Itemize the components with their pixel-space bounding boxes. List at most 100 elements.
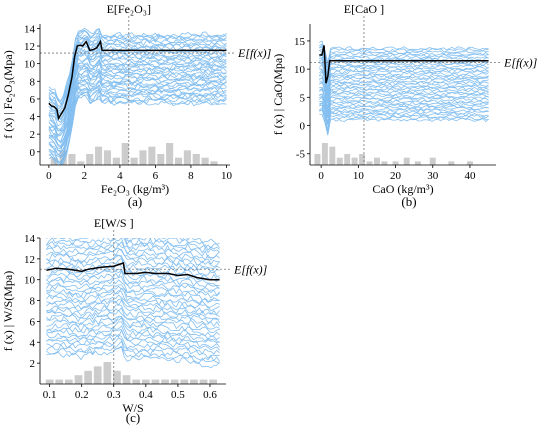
ice-line: [46, 287, 220, 309]
histogram-bar: [414, 161, 421, 165]
x-tick-label: 0.5: [171, 389, 185, 401]
ice-line: [46, 329, 220, 351]
x-tick-label: 4: [117, 170, 123, 182]
histogram-bar: [103, 150, 112, 165]
ice-line: [319, 49, 489, 75]
expected-feature-label: E[Fe₂O₃]: [107, 2, 151, 16]
ice-line: [46, 290, 220, 312]
ice-line: [46, 247, 220, 268]
histogram-bar: [190, 379, 198, 384]
ice-line: [46, 254, 220, 274]
y-axis-label: f (x) | Fe₂O₃(Mpa): [1, 50, 15, 138]
ice-line: [46, 337, 220, 359]
ice-line: [319, 107, 489, 131]
ice-line: [46, 238, 220, 251]
chart-panel-1: 0 2 4 6 8 10 0 2 4 6 8 10 12 14 E[Fe₂O₃] E[f(x)] Fe₂O₃ (…: [1, 2, 272, 209]
x-tick-label: 20: [390, 170, 402, 182]
ice-line: [318, 71, 489, 96]
y-tick-label: 2: [30, 358, 36, 370]
ice-line: [48, 78, 227, 153]
histogram-bar: [344, 154, 351, 165]
ice-line: [319, 62, 489, 88]
x-tick-label: 0.4: [139, 389, 153, 401]
histogram-bar: [381, 161, 388, 165]
histogram-bar: [373, 157, 380, 165]
y-tick-label: 4: [30, 112, 36, 124]
ice-line: [46, 269, 220, 289]
pdp-line: [48, 39, 227, 121]
ice-line: [48, 47, 227, 119]
x-tick-label: 0.2: [75, 389, 89, 401]
ice-line: [319, 87, 489, 110]
histogram-bar: [166, 143, 174, 165]
ice-line: [319, 44, 489, 70]
x-tick-label: 30: [427, 170, 439, 182]
histogram-bar: [321, 143, 328, 165]
y-tick-label: 2: [30, 129, 36, 141]
histogram-bar: [314, 154, 321, 165]
histogram: [45, 362, 218, 384]
ice-line: [46, 266, 220, 287]
histogram-bar: [210, 161, 218, 165]
ice-line: [46, 294, 220, 316]
ice-line: [319, 88, 489, 112]
histogram-bar: [74, 375, 83, 384]
y-tick-label: 12: [24, 254, 35, 266]
histogram-bar: [113, 370, 121, 384]
histogram-bar: [132, 379, 141, 384]
ice-line: [46, 238, 220, 249]
ice-line: [48, 89, 227, 165]
ice-line: [46, 317, 220, 341]
ice-line: [319, 93, 489, 118]
panel-label: (b): [401, 194, 416, 209]
ice-line: [319, 95, 489, 118]
x-tick-label: 0.6: [203, 389, 217, 401]
ice-line: [46, 333, 220, 355]
x-tick-label: 8: [188, 170, 194, 182]
y-tick-label: -5: [296, 149, 306, 161]
ice-line: [46, 238, 220, 259]
ice-line: [46, 255, 220, 278]
ice-line: [319, 76, 489, 101]
y-axis-label: f (x) | W/S(Mpa): [1, 271, 15, 352]
panel-label: (a): [128, 194, 142, 209]
ice-line: [319, 61, 489, 84]
ice-line: [46, 285, 220, 304]
expected-feature-label: E[W/S ]: [94, 216, 134, 230]
ice-line: [48, 94, 227, 165]
histogram-bar: [366, 161, 373, 165]
ice-line: [48, 87, 227, 163]
histogram-bar: [45, 379, 54, 384]
ice-line: [46, 321, 220, 343]
x-tick-label: 0: [318, 170, 324, 182]
x-tick-label: 40: [464, 170, 476, 182]
ice-line: [319, 40, 489, 63]
ice-line: [319, 102, 489, 125]
ice-line: [319, 109, 489, 134]
histogram-bar: [209, 379, 218, 384]
ice-lines: [318, 40, 489, 136]
y-tick-label: 8: [30, 76, 36, 88]
x-tick-label: 10: [221, 170, 233, 182]
x-axis-label: CaO (kg/m³): [372, 182, 433, 196]
histogram-bar: [122, 375, 131, 384]
y-tick-label: 12: [24, 41, 35, 53]
expected-value-label: E[f(x)]: [233, 262, 268, 276]
ice-line: [319, 68, 489, 92]
histogram-bar: [151, 379, 160, 384]
ice-line: [319, 75, 489, 97]
ice-line: [48, 27, 227, 102]
histogram-bar: [192, 154, 200, 165]
ice-line: [46, 279, 220, 299]
y-tick-label: 5: [300, 92, 306, 104]
ice-line: [319, 87, 489, 114]
chart-panel-2: 0 10 20 30 40 -5 0 5 10 15 E[CaO ] E[f(x)] CaO (kg/m…: [271, 2, 538, 209]
panel-label: (c): [126, 410, 140, 425]
y-tick-label: 10: [24, 59, 36, 71]
expected-feature-label: E[CaO ]: [344, 2, 384, 16]
histogram-bar: [392, 161, 399, 165]
ice-line: [48, 29, 227, 104]
y-tick-label: 4: [30, 337, 36, 349]
ice-line: [319, 96, 489, 123]
histogram-bar: [148, 146, 156, 165]
